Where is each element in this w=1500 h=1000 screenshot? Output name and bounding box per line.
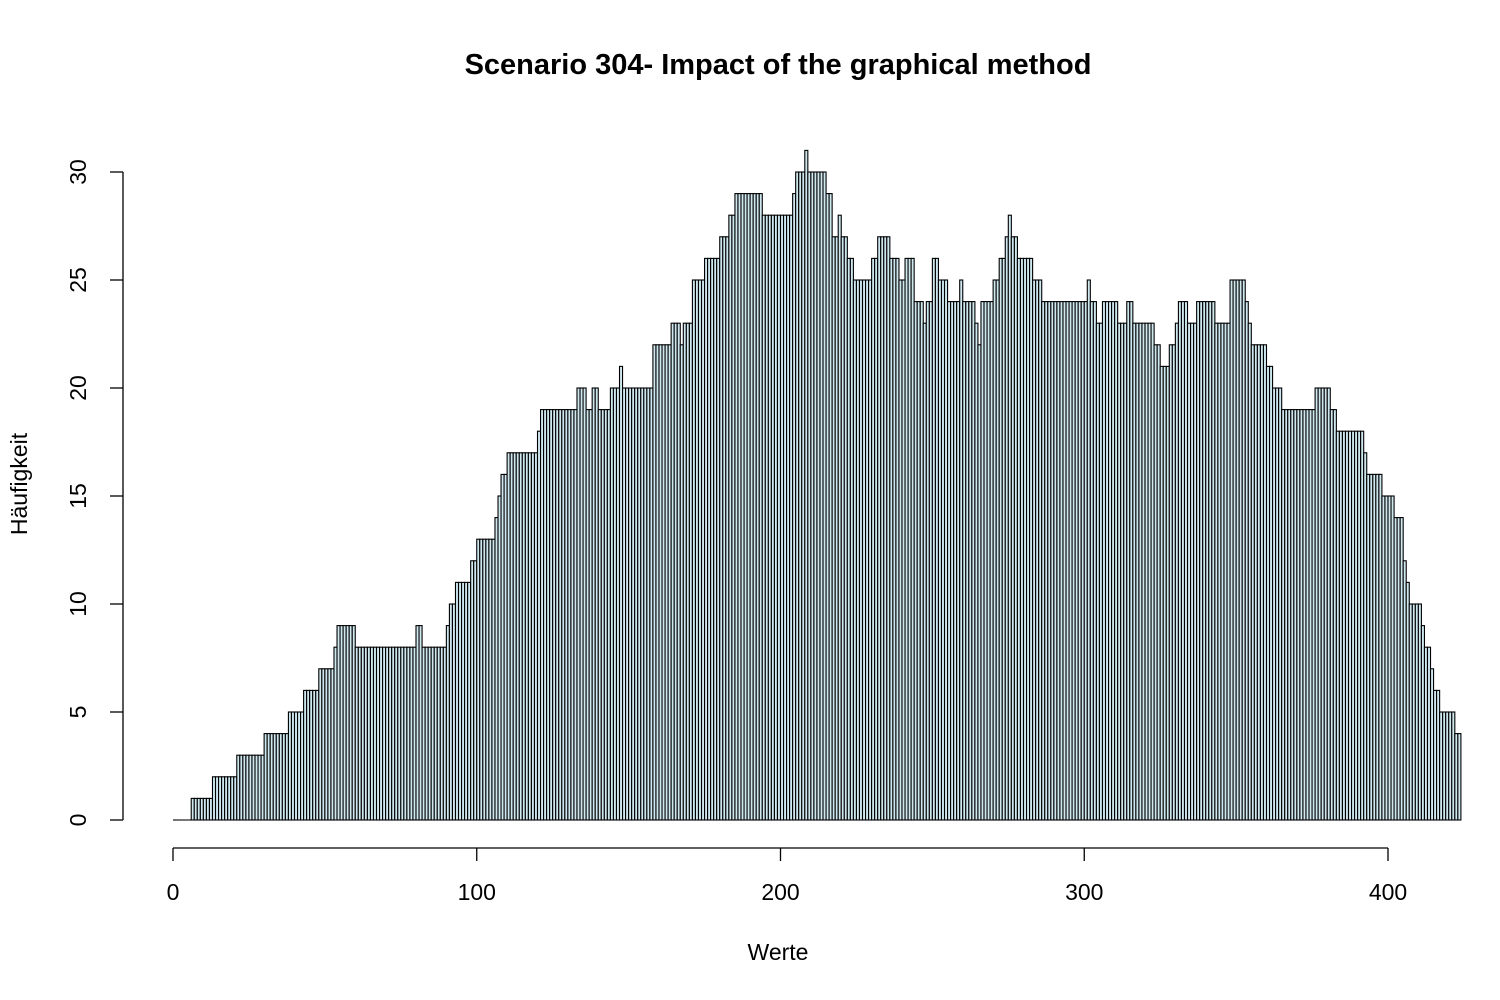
x-tick-label: 200 <box>761 879 799 905</box>
y-tick-label: 10 <box>65 591 91 617</box>
x-axis-label: Werte <box>748 939 809 965</box>
x-tick-label: 400 <box>1369 879 1407 905</box>
y-tick-label: 5 <box>65 706 91 719</box>
chart-title: Scenario 304- Impact of the graphical me… <box>465 49 1092 81</box>
x-tick-label: 0 <box>167 879 180 905</box>
x-tick-label: 300 <box>1065 879 1103 905</box>
y-tick-label: 15 <box>65 483 91 509</box>
y-tick-label: 25 <box>65 267 91 293</box>
x-tick-label: 100 <box>458 879 496 905</box>
histogram-bars <box>173 149 1462 821</box>
x-axis: 0 100 200 300 400 <box>167 847 1407 905</box>
y-tick-label: 0 <box>65 814 91 827</box>
y-tick-label: 20 <box>65 375 91 401</box>
y-axis-label: Häufigkeit <box>6 432 32 535</box>
y-tick-label: 30 <box>65 159 91 185</box>
y-axis: 0 5 10 15 20 25 30 <box>65 159 124 827</box>
histogram-bar <box>1457 733 1462 821</box>
